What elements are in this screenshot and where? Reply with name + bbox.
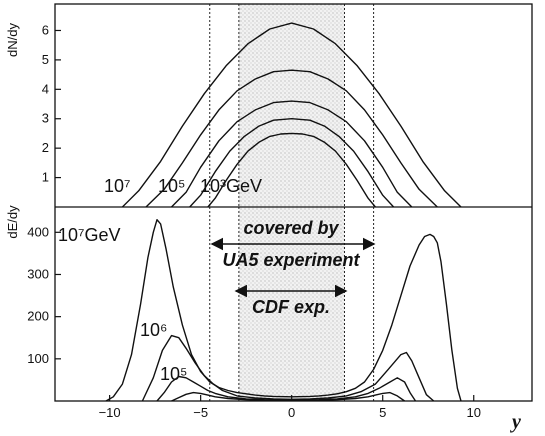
top-series-line-4 (121, 22, 462, 208)
top-ylabel: dN/dy (5, 23, 20, 57)
bottom-label-1e7: 10⁷GeV (58, 225, 121, 245)
plot-frame (54, 3, 533, 402)
bottom-y-tick-label-3: 400 (27, 224, 49, 239)
bottom-y-tick-label-0: 100 (27, 351, 49, 366)
x-tick-label-2: 0 (288, 405, 295, 420)
bottom-ylabel: dE/dy (5, 205, 20, 239)
top-curves (121, 22, 462, 208)
x-tick-label-0: −10 (99, 405, 121, 420)
top-series-line-2 (171, 100, 413, 208)
top-y-tick-label-2: 3 (42, 111, 49, 126)
top-series-line-3 (145, 69, 438, 208)
bottom-label-1e6: 10⁶ (140, 320, 167, 340)
top-label-1e3: 10³GeV (200, 176, 262, 196)
ua5-experiment-label: UA5 experiment (222, 250, 360, 270)
bottom-panel: 100 200 300 400 −10 −5 0 5 10 dE/dy y 10⁷GeV 10… (5, 205, 521, 433)
covered-by-label: covered by (243, 218, 339, 238)
x-tick-label-1: −5 (193, 405, 208, 420)
x-axis-title: y (510, 411, 521, 433)
x-tick-label-3: 5 (379, 405, 386, 420)
top-label-1e5: 10⁵ (158, 176, 185, 196)
bottom-y-ticks: 100 200 300 400 (27, 224, 61, 366)
bottom-label-1e5: 10⁵ (160, 364, 187, 384)
top-y-tick-label-5: 6 (42, 22, 49, 37)
bottom-x-ticks: −10 −5 0 5 10 (99, 395, 481, 420)
top-panel: 1 2 3 4 5 6 dN/dy 10⁷ 10⁵ 10³GeV (5, 4, 462, 208)
bottom-series-line-1 (141, 334, 435, 402)
bottom-y-tick-label-2: 300 (27, 266, 49, 281)
bottom-y-tick-label-1: 200 (27, 309, 49, 324)
x-tick-label-4: 10 (467, 405, 481, 420)
top-y-tick-label-3: 4 (42, 81, 49, 96)
top-series-line-1 (189, 118, 395, 208)
top-y-tick-label-1: 2 (42, 140, 49, 155)
top-label-1e7: 10⁷ (104, 176, 131, 196)
top-y-ticks: 1 2 3 4 5 6 (42, 22, 61, 185)
top-series-line-0 (207, 132, 376, 208)
top-y-tick-label-0: 1 (42, 170, 49, 185)
cdf-label: CDF exp. (252, 297, 330, 317)
top-y-tick-label-4: 5 (42, 52, 49, 67)
